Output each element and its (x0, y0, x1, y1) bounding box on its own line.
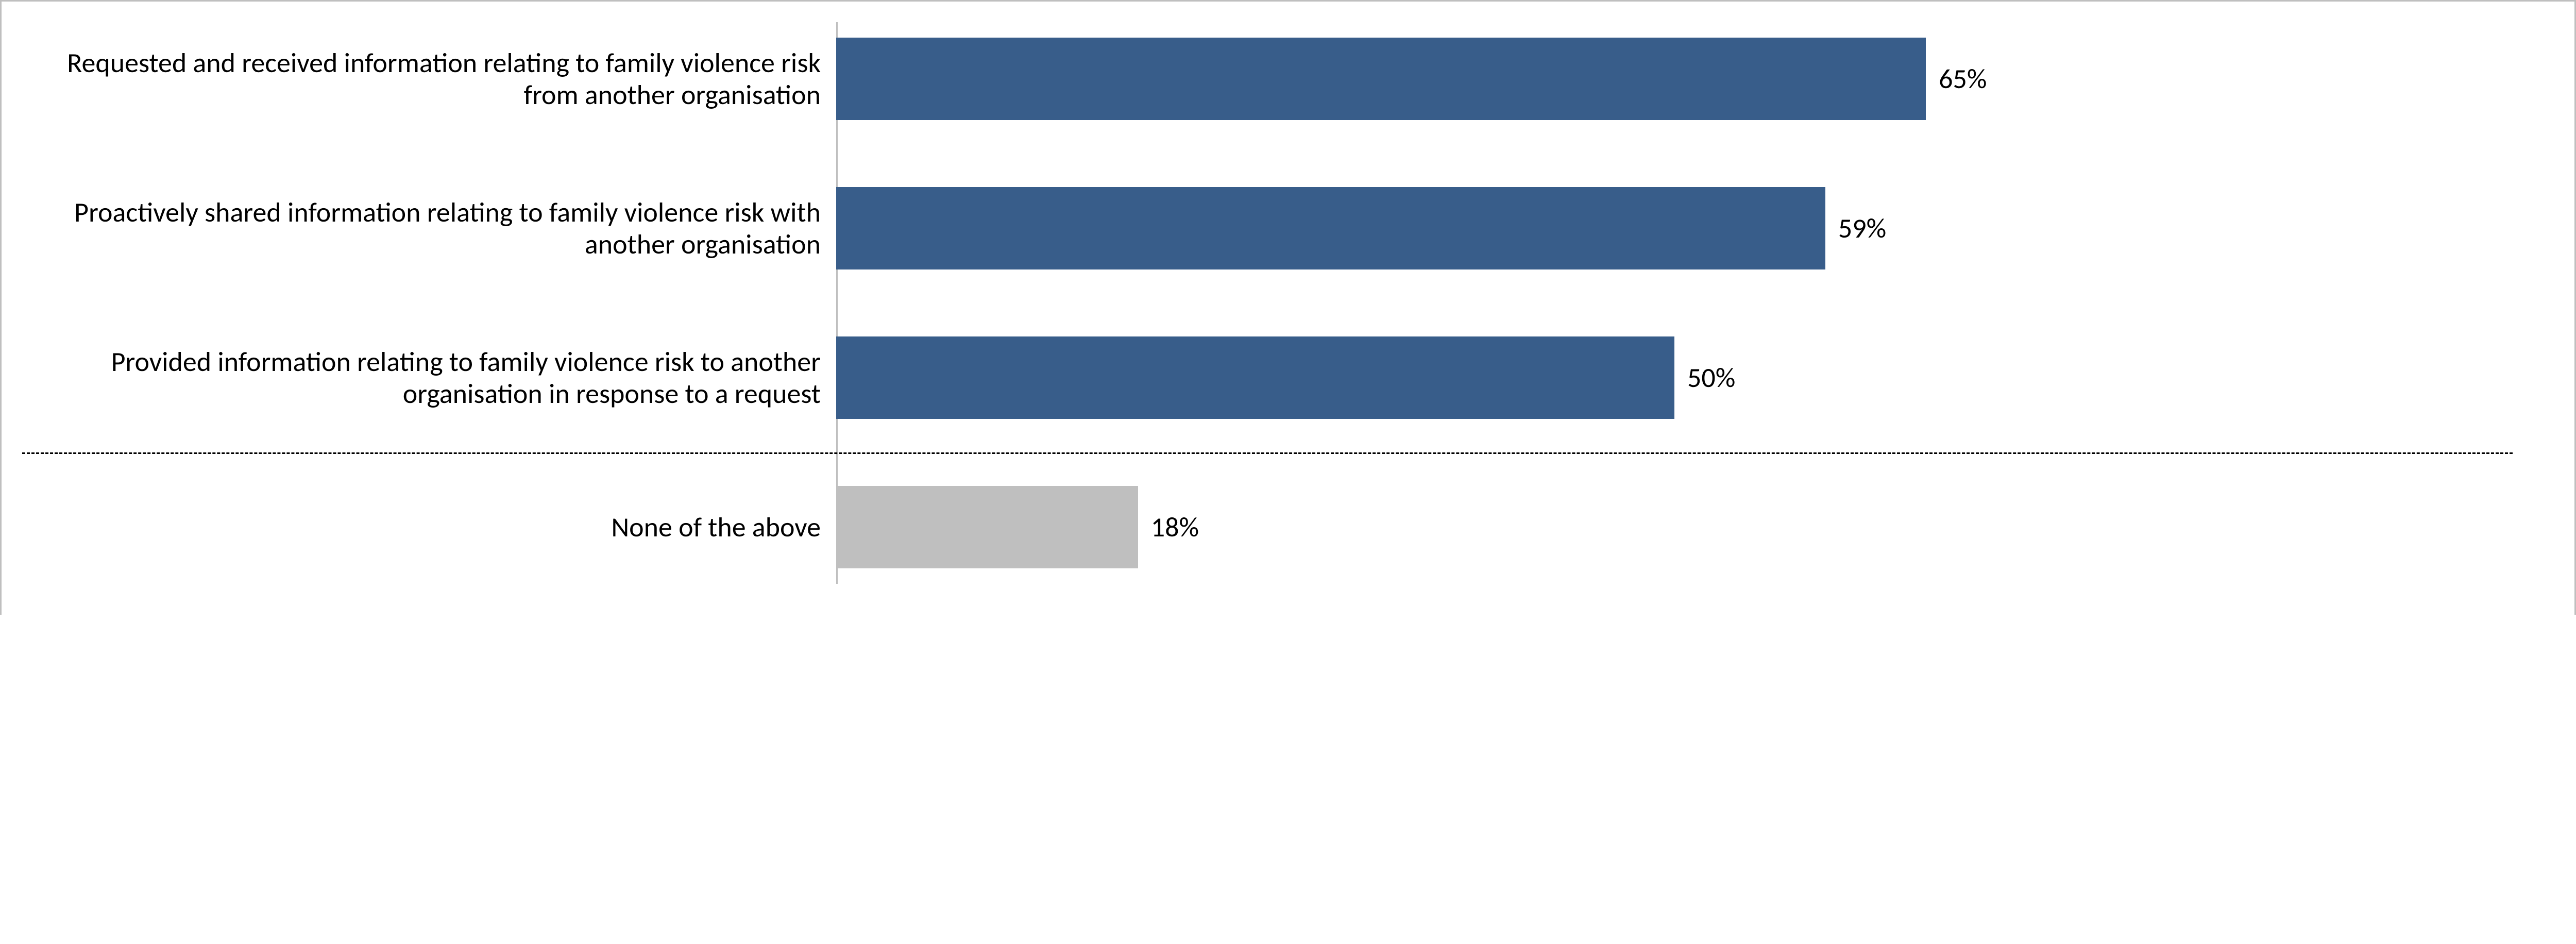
bar-cell: 50% (836, 336, 2513, 419)
bar (836, 187, 1825, 269)
bar-label: Requested and received information relat… (22, 47, 836, 111)
bar-label: Provided information relating to family … (22, 346, 836, 410)
bar-value: 18% (1151, 510, 1199, 544)
bar-chart: Requested and received information relat… (0, 0, 2576, 615)
bar-value: 59% (1838, 211, 1886, 245)
bar-cell: 18% (836, 486, 2513, 568)
bar-row: None of the above 18% (22, 470, 2513, 584)
section-divider (22, 452, 2513, 454)
bar-row: Proactively shared information relating … (22, 172, 2513, 285)
bar-row: Provided information relating to family … (22, 321, 2513, 434)
bar-cell: 65% (836, 38, 2513, 120)
bar-value: 65% (1939, 62, 1987, 96)
bar-label: Proactively shared information relating … (22, 196, 836, 260)
bar (836, 38, 1926, 120)
bar (836, 336, 1674, 419)
bar-row: Requested and received information relat… (22, 22, 2513, 136)
bar-cell: 59% (836, 187, 2513, 269)
bar-value: 50% (1687, 361, 1735, 395)
plot-area: Requested and received information relat… (22, 22, 2513, 584)
bar-label: None of the above (22, 511, 836, 543)
bar (836, 486, 1138, 568)
